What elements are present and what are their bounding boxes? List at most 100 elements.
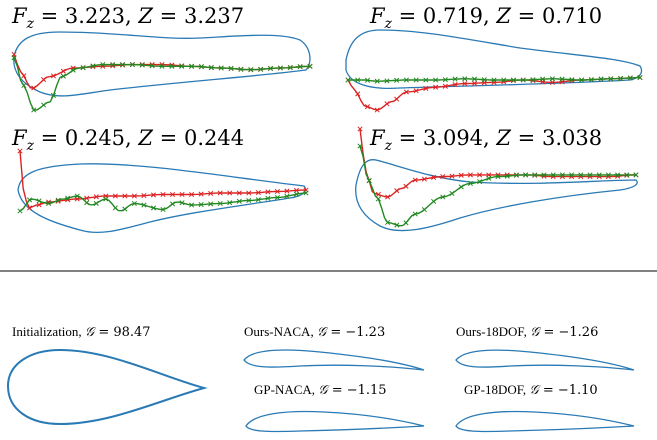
series-marker-bottom-right-1: [421, 207, 427, 213]
series-marker-top-left-1: [129, 62, 135, 68]
shape-initialization: [6, 348, 208, 426]
series-marker-top-left-1: [100, 62, 106, 68]
series-marker-bottom-left-1: [255, 197, 261, 203]
panel-title-top-left: Fz = 3.223, Z = 3.237: [11, 4, 244, 32]
series-marker-bottom-left-0: [246, 190, 252, 196]
series-marker-bottom-left-1: [141, 202, 147, 208]
series-marker-bottom-left-1: [227, 200, 233, 206]
series-marker-top-right-1: [423, 77, 429, 83]
series-marker-top-left-1: [110, 62, 116, 68]
series-marker-top-right-1: [462, 76, 468, 82]
series-marker-bottom-right-1: [458, 184, 464, 190]
series-marker-bottom-left-1: [150, 205, 157, 211]
series-marker-top-right-1: [608, 76, 614, 82]
series-marker-bottom-right-0: [385, 194, 391, 200]
series-marker-top-left-1: [258, 66, 264, 72]
series-marker-bottom-right-1: [550, 172, 556, 178]
series-marker-bottom-left-0: [227, 190, 233, 196]
series-marker-top-right-1: [520, 77, 526, 83]
series-marker-top-right-1: [442, 77, 448, 83]
series-marker-bottom-right-1: [532, 172, 538, 178]
series-marker-top-left-1: [169, 63, 175, 69]
series-marker-bottom-right-1: [467, 180, 473, 186]
series-marker-top-left-1: [90, 63, 96, 69]
series-marker-bottom-right-1: [569, 172, 575, 178]
series-marker-bottom-right-1: [559, 172, 565, 178]
series-marker-top-right-1: [384, 78, 390, 84]
series-marker-bottom-right-0: [403, 183, 409, 189]
series-marker-bottom-left-0: [150, 192, 157, 198]
series-marker-top-right-1: [549, 76, 555, 82]
shape-gp-18dof: [455, 410, 635, 433]
airfoil-outline-top-left: [13, 31, 311, 97]
series-marker-bottom-left-0: [160, 191, 166, 198]
series-marker-bottom-right-1: [394, 222, 400, 228]
series-marker-top-left-1: [41, 102, 47, 108]
series-marker-bottom-left-1: [217, 200, 223, 207]
series-marker-top-right-1: [579, 77, 585, 83]
series-marker-top-left-1: [287, 65, 293, 71]
series-marker-top-right-1: [569, 77, 575, 83]
series-marker-bottom-left-1: [93, 200, 99, 206]
series-marker-bottom-right-1: [449, 190, 455, 197]
series-marker-bottom-left-1: [169, 201, 176, 207]
series-marker-top-left-1: [228, 65, 234, 71]
series-marker-top-right-1: [530, 77, 536, 83]
series-marker-top-right-1: [627, 75, 633, 81]
series-marker-top-left-1: [307, 63, 313, 69]
series-marker-top-left-1: [277, 65, 283, 71]
series-marker-bottom-left-1: [189, 202, 195, 208]
series-marker-bottom-right-0: [357, 126, 363, 132]
series-marker-bottom-left-1: [122, 206, 128, 212]
series-marker-bottom-left-1: [46, 200, 52, 207]
panel-title-top-right: Fz = 0.719, Z = 0.710: [369, 4, 602, 32]
series-marker-bottom-left-1: [236, 198, 242, 204]
series-marker-top-left-0: [41, 77, 47, 83]
series-marker-top-left-1: [267, 65, 274, 71]
series-marker-top-right-1: [481, 77, 487, 83]
series-marker-bottom-left-0: [179, 191, 185, 198]
series-marker-bottom-left-0: [112, 193, 118, 199]
series-marker-bottom-left-1: [26, 197, 33, 203]
series-marker-top-right-0: [433, 84, 439, 90]
series-marker-bottom-left-0: [208, 190, 214, 196]
series-marker-bottom-left-0: [122, 193, 128, 199]
series-marker-bottom-left-1: [293, 191, 300, 197]
series-marker-top-left-1: [31, 107, 37, 113]
series-marker-bottom-right-1: [578, 172, 584, 178]
series-marker-top-left-1: [119, 62, 126, 68]
series-marker-top-right-1: [394, 77, 400, 83]
series-marker-top-left-1: [248, 67, 254, 73]
series-marker-bottom-right-0: [412, 177, 418, 183]
series-marker-bottom-right-0: [375, 191, 381, 198]
series-marker-bottom-right-1: [513, 172, 519, 178]
series-marker-top-left-1: [11, 55, 17, 61]
series-marker-bottom-left-1: [112, 205, 118, 211]
series-marker-bottom-right-0: [440, 174, 446, 180]
series-marker-top-left-1: [50, 92, 57, 98]
series-marker-bottom-right-1: [431, 198, 437, 204]
series-marker-top-left-1: [21, 82, 27, 89]
series-marker-top-right-0: [384, 101, 390, 107]
series-marker-top-left-1: [297, 64, 303, 70]
series-marker-bottom-left-1: [131, 200, 137, 207]
panel-title-bottom-left: Fz = 0.245, Z = 0.244: [11, 126, 244, 154]
series-marker-bottom-right-1: [633, 172, 639, 178]
series-marker-bottom-left-1: [55, 197, 61, 203]
series-marker-top-right-0: [462, 81, 468, 87]
series-marker-top-right-1: [617, 75, 624, 82]
series-marker-bottom-right-0: [458, 172, 464, 178]
shape-label-gp-18dof: GP-18DOF, 𝒢 = −1.10: [464, 382, 598, 398]
series-marker-bottom-right-0: [394, 188, 400, 194]
series-marker-bottom-right-1: [495, 174, 501, 180]
series-marker-bottom-right-1: [541, 172, 547, 178]
series-marker-bottom-right-1: [615, 172, 621, 178]
series-marker-bottom-left-1: [103, 196, 109, 202]
airfoil-outline-top-right: [345, 29, 643, 90]
series-marker-top-right-0: [442, 83, 448, 89]
series-marker-bottom-right-1: [605, 172, 611, 178]
series-marker-top-right-1: [491, 77, 497, 83]
series-marker-bottom-left-1: [74, 193, 80, 199]
series-marker-bottom-right-0: [477, 172, 483, 178]
